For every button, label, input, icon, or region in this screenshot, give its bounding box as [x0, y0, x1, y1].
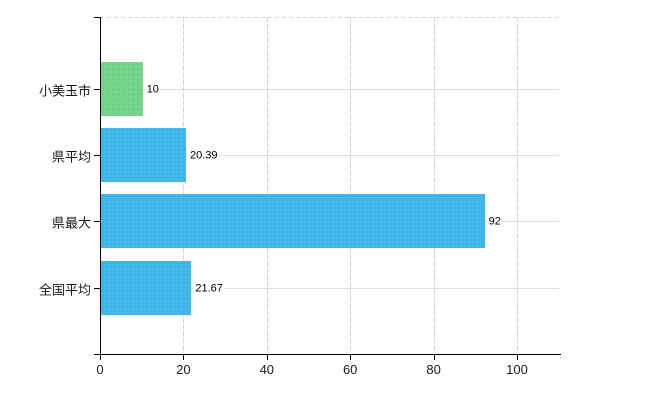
bar-全国平均 — [101, 260, 192, 315]
y-tick-mark — [94, 221, 100, 223]
bar-小美玉市 — [101, 62, 143, 116]
vertical-gridline — [517, 17, 518, 354]
x-tick-mark — [517, 355, 518, 360]
x-tick-label: 80 — [426, 362, 441, 377]
y-tick-mark — [94, 89, 100, 90]
y-axis-line — [100, 17, 101, 354]
category-label: 小美玉市 — [38, 83, 91, 99]
x-tick-mark — [266, 355, 268, 360]
vertical-gridline — [266, 17, 268, 354]
category-label: 全国平均 — [38, 282, 91, 298]
x-tick-label: 60 — [342, 362, 358, 377]
bar-value-label: 21.67 — [194, 282, 224, 296]
x-tick-mark — [350, 355, 352, 360]
bar-value-label: 10 — [145, 83, 160, 97]
category-label: 県平均 — [51, 149, 91, 165]
bar-県最大 — [101, 194, 485, 249]
x-tick-label: 40 — [259, 362, 275, 377]
y-tick-mark — [94, 287, 100, 289]
bar-value-label: 20.39 — [189, 149, 219, 163]
plot-top-border — [100, 17, 559, 18]
vertical-gridline — [183, 17, 185, 354]
horizontal-gridline — [101, 89, 559, 90]
x-tick-mark — [183, 355, 185, 360]
vertical-gridline — [433, 17, 435, 354]
horizontal-gridline — [101, 155, 559, 157]
y-tick-mark — [94, 155, 100, 157]
horizontal-gridline — [101, 287, 559, 289]
y-tick-mark — [94, 17, 100, 18]
x-tick-mark — [100, 355, 101, 360]
x-axis-line — [94, 354, 561, 355]
x-tick-label: 0 — [96, 362, 104, 377]
x-tick-label: 20 — [176, 362, 191, 377]
bar-県平均 — [101, 128, 187, 183]
x-tick-label: 100 — [506, 362, 528, 377]
bar-value-label: 92 — [487, 215, 502, 229]
category-label: 県最大 — [51, 215, 91, 231]
x-tick-mark — [433, 355, 435, 360]
vertical-gridline — [350, 17, 352, 354]
